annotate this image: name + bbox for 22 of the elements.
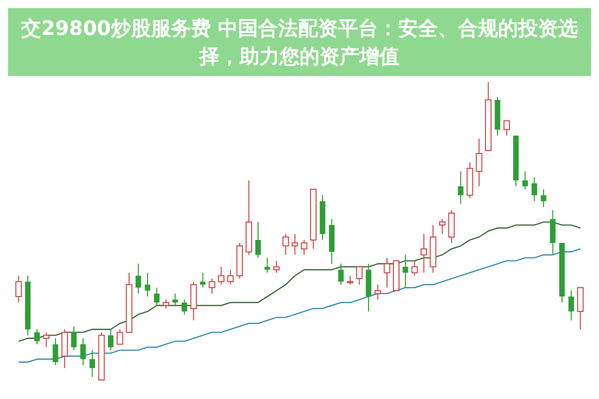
candlestick (568, 290, 574, 321)
candlestick (108, 328, 114, 351)
candlestick (154, 287, 160, 306)
candlestick (540, 188, 546, 208)
candlestick (255, 222, 261, 258)
candlestick (136, 263, 142, 294)
candlestick (144, 272, 150, 298)
candlestick (182, 299, 188, 315)
candlestick (71, 326, 77, 351)
candlestick (34, 328, 40, 345)
candlestick (172, 293, 178, 306)
candlestick (90, 350, 96, 378)
candlestick (532, 176, 538, 202)
candlestick (200, 272, 206, 288)
candlestick (402, 254, 408, 288)
candlestick (338, 263, 344, 286)
candlestick (458, 170, 464, 205)
candlestick (550, 210, 556, 256)
chart-title: 交29800炒股服务费 中国合法配资平台：安全、合规的投资选择，助力您的资产增值 (8, 8, 591, 76)
candlestick (80, 338, 86, 366)
candlestick (52, 338, 58, 366)
candlestick (522, 170, 528, 190)
